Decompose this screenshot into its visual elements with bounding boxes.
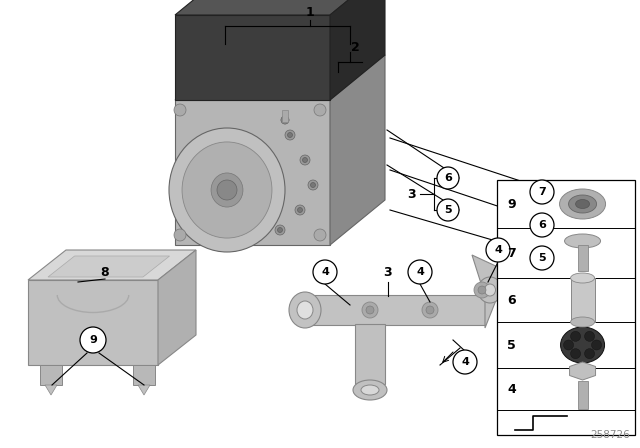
Polygon shape	[175, 100, 330, 245]
Text: 4: 4	[507, 383, 516, 396]
Ellipse shape	[568, 195, 596, 213]
Circle shape	[584, 349, 595, 359]
FancyBboxPatch shape	[282, 110, 288, 122]
Polygon shape	[133, 365, 155, 385]
Circle shape	[530, 180, 554, 204]
Circle shape	[281, 116, 289, 124]
Circle shape	[571, 349, 580, 359]
FancyBboxPatch shape	[577, 245, 588, 271]
Ellipse shape	[287, 133, 292, 138]
Polygon shape	[175, 55, 385, 100]
Ellipse shape	[295, 205, 305, 215]
Text: 9: 9	[89, 335, 97, 345]
Circle shape	[426, 306, 434, 314]
Circle shape	[422, 302, 438, 318]
Ellipse shape	[169, 128, 285, 252]
Text: 6: 6	[538, 220, 546, 230]
Ellipse shape	[571, 273, 595, 283]
Polygon shape	[28, 280, 158, 365]
Ellipse shape	[289, 292, 321, 328]
Text: 4: 4	[461, 357, 469, 367]
Text: 5: 5	[538, 253, 546, 263]
Circle shape	[437, 199, 459, 221]
Circle shape	[362, 302, 378, 318]
Ellipse shape	[211, 173, 243, 207]
Circle shape	[478, 286, 486, 294]
Ellipse shape	[303, 158, 307, 163]
Ellipse shape	[297, 301, 313, 319]
Polygon shape	[330, 0, 385, 100]
Circle shape	[174, 104, 186, 116]
Circle shape	[314, 229, 326, 241]
Text: 2: 2	[351, 40, 360, 53]
Circle shape	[584, 332, 595, 341]
Circle shape	[571, 332, 580, 341]
Ellipse shape	[308, 180, 318, 190]
Ellipse shape	[561, 327, 605, 363]
FancyBboxPatch shape	[571, 278, 595, 322]
Ellipse shape	[575, 199, 589, 208]
Polygon shape	[175, 15, 330, 100]
Polygon shape	[40, 365, 62, 385]
Text: 3: 3	[384, 266, 392, 279]
Text: 6: 6	[444, 173, 452, 183]
Text: 6: 6	[507, 293, 516, 306]
Ellipse shape	[353, 380, 387, 400]
FancyBboxPatch shape	[310, 295, 485, 325]
Ellipse shape	[275, 225, 285, 235]
Polygon shape	[28, 250, 196, 280]
Polygon shape	[570, 362, 596, 380]
Text: 5: 5	[507, 339, 516, 352]
Ellipse shape	[300, 155, 310, 165]
Circle shape	[174, 229, 186, 241]
Text: 7: 7	[538, 187, 546, 197]
Circle shape	[453, 350, 477, 374]
Circle shape	[80, 327, 106, 353]
Circle shape	[530, 213, 554, 237]
Text: 8: 8	[100, 266, 109, 279]
Text: 9: 9	[507, 198, 516, 211]
Ellipse shape	[285, 130, 295, 140]
Text: 7: 7	[507, 246, 516, 259]
Polygon shape	[158, 250, 196, 365]
Circle shape	[408, 260, 432, 284]
Circle shape	[486, 238, 510, 262]
Ellipse shape	[278, 228, 282, 233]
Circle shape	[564, 340, 573, 350]
Circle shape	[437, 167, 459, 189]
Ellipse shape	[478, 277, 502, 303]
Ellipse shape	[571, 317, 595, 327]
Ellipse shape	[484, 284, 495, 296]
Text: 4: 4	[494, 245, 502, 255]
Ellipse shape	[310, 182, 316, 188]
Circle shape	[314, 104, 326, 116]
Text: 1: 1	[306, 5, 314, 18]
Text: 5: 5	[444, 205, 452, 215]
FancyBboxPatch shape	[577, 381, 588, 409]
Polygon shape	[138, 385, 150, 395]
Text: 258726: 258726	[590, 430, 630, 440]
Circle shape	[366, 306, 374, 314]
Circle shape	[530, 246, 554, 270]
FancyBboxPatch shape	[355, 324, 385, 384]
Ellipse shape	[564, 234, 600, 248]
Circle shape	[313, 260, 337, 284]
Text: 3: 3	[408, 188, 416, 201]
Polygon shape	[45, 385, 57, 395]
Circle shape	[217, 180, 237, 200]
Polygon shape	[175, 0, 385, 15]
Polygon shape	[48, 256, 170, 277]
FancyBboxPatch shape	[497, 180, 635, 435]
Ellipse shape	[298, 207, 303, 212]
Polygon shape	[472, 255, 502, 328]
Ellipse shape	[182, 142, 272, 238]
Ellipse shape	[361, 385, 379, 395]
Text: 4: 4	[321, 267, 329, 277]
Circle shape	[591, 340, 602, 350]
Ellipse shape	[281, 116, 289, 124]
Circle shape	[474, 282, 490, 298]
Polygon shape	[330, 55, 385, 245]
Ellipse shape	[559, 189, 605, 219]
Text: 4: 4	[416, 267, 424, 277]
